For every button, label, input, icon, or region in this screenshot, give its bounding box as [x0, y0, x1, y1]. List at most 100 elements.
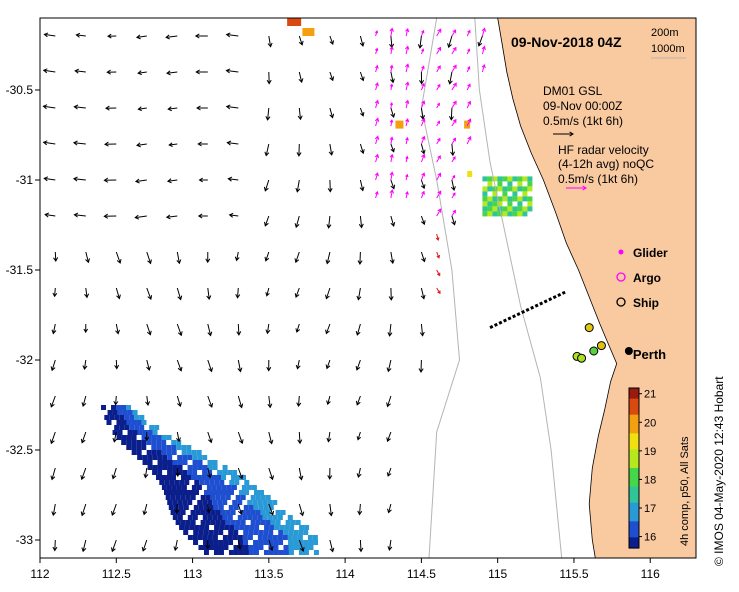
sst-pixel [173, 490, 179, 495]
colorbar-label: 4h comp, p50, All Sats [679, 436, 691, 546]
colorbar-swatch [629, 460, 639, 464]
sst-pixel [107, 410, 113, 415]
model-current-arrow [104, 141, 117, 147]
sst-pixel [206, 485, 212, 490]
model-current-arrow [294, 251, 300, 264]
model-current-arrow [83, 323, 89, 334]
radar-current-arrow [436, 83, 441, 91]
sst-pixel [492, 206, 498, 212]
sst-pixel [200, 510, 206, 515]
sst-pixel [173, 505, 179, 510]
sst-pixel [245, 510, 251, 515]
sst-pixel [502, 206, 508, 212]
sst-pixel [167, 470, 173, 475]
colorbar-swatch [629, 428, 639, 432]
model-current-arrow [264, 143, 270, 157]
model-current-arrow [51, 323, 57, 335]
radar-current-arrow [436, 28, 442, 37]
sst-pixel [167, 455, 173, 460]
sst-pixel [232, 500, 238, 505]
sst-pixel [188, 490, 194, 495]
model-current-arrow [325, 359, 331, 370]
model-current-arrow [298, 71, 304, 84]
sst-pixel [282, 535, 288, 540]
colorbar-tick-label: 18 [644, 474, 656, 486]
sst-pixel [202, 465, 208, 470]
model-current-arrow [235, 287, 241, 299]
radar-current-arrow [405, 99, 410, 109]
sst-pixel [141, 420, 147, 425]
sst-pixel [213, 505, 219, 510]
model-current-arrow [447, 71, 453, 85]
sst-pixel [151, 445, 157, 450]
model-current-arrow [146, 359, 151, 371]
sst-pixel [167, 500, 173, 505]
sst-pixel [214, 525, 220, 530]
sst-pixel [243, 505, 249, 510]
sst-pixel [177, 515, 183, 520]
sst-pixel [527, 176, 533, 182]
radar-current-arrow [389, 171, 394, 181]
sst-pixel [177, 460, 183, 465]
sst-pixel [247, 515, 253, 520]
sst-pixel [176, 485, 182, 490]
sst-pixel [313, 550, 319, 555]
colorbar-swatch [629, 414, 639, 418]
colorbar-tick-label: 20 [644, 417, 656, 429]
sst-pixel [512, 176, 518, 182]
model-current-arrow [355, 359, 361, 371]
colorbar-swatch [629, 492, 639, 496]
radar-current-arrow [420, 153, 426, 163]
sst-pixel [209, 480, 215, 485]
colorbar-swatch [629, 516, 639, 520]
model-current-arrow [359, 35, 365, 47]
sst-pixel [260, 495, 266, 500]
radar-current-arrow [451, 209, 456, 217]
radar-current-arrow [389, 189, 395, 199]
sst-pixel [122, 410, 128, 415]
colorbar-swatch [629, 465, 639, 469]
radar-current-arrow [466, 135, 472, 145]
sst-pixel [139, 415, 145, 420]
sst-pixel [139, 425, 145, 430]
sst-pixel [114, 425, 120, 430]
model-current-arrow [207, 431, 213, 444]
model-current-arrow [105, 105, 117, 111]
radar-current-arrow [451, 64, 457, 73]
model-current-arrow [420, 251, 426, 263]
sst-pixel [248, 530, 254, 535]
sst-pixel [303, 540, 309, 545]
radar-current-arrow [374, 172, 379, 181]
radar-legend-avg: (4-12h avg) noQC [558, 157, 654, 171]
model-current-arrow [389, 251, 395, 265]
model-current-arrow [196, 105, 208, 111]
sst-pixel [252, 515, 258, 520]
model-legend-scale: 0.5m/s (1kt 6h) [543, 114, 623, 128]
model-current-arrow [84, 287, 90, 299]
sst-pixel [207, 535, 213, 540]
sst-pixel [522, 191, 528, 197]
radar-current-arrow [389, 153, 394, 163]
sst-pixel [162, 455, 168, 460]
model-current-arrow [326, 215, 332, 229]
sst-pixel [227, 535, 233, 540]
model-current-arrow [295, 359, 301, 370]
sst-pixel [234, 480, 240, 485]
sst-pixel [176, 440, 182, 445]
sst-pixel [253, 490, 259, 495]
sst-pixel [171, 445, 177, 450]
sst-pixel [172, 465, 178, 470]
model-current-arrow [176, 323, 183, 337]
model-current-arrow [206, 503, 211, 514]
sst-pixel [131, 450, 137, 455]
model-current-arrow [106, 69, 117, 75]
depth-legend-200m: 200m [651, 27, 679, 39]
colorbar-swatch [629, 390, 639, 394]
sst-pixel [238, 550, 244, 555]
model-current-arrow [325, 287, 331, 300]
sst-pixel [240, 520, 246, 525]
sst-pixel [182, 470, 188, 475]
sst-pixel [215, 520, 221, 525]
sst-pixel [207, 500, 213, 505]
sst-pixel [258, 490, 264, 495]
